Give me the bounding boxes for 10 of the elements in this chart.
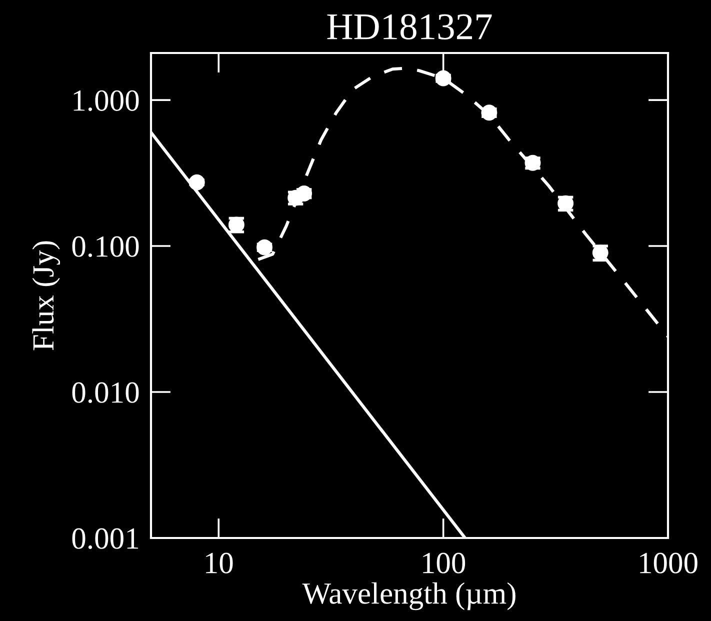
y-axis-title: Flux (Jy) xyxy=(32,241,60,350)
x-axis-title: Wavelength (µm) xyxy=(302,582,516,610)
x-tick-label: 100 xyxy=(423,552,466,574)
y-tick-label: 0.001 xyxy=(72,528,138,550)
x-tick-label: 10 xyxy=(206,552,233,574)
chart-title: HD181327 xyxy=(327,14,492,40)
y-tick-label: 0.100 xyxy=(72,236,139,258)
y-tick-label: 0.010 xyxy=(72,382,139,404)
y-tick-label: 1.000 xyxy=(74,90,139,112)
x-tick-label: 1000 xyxy=(640,552,698,574)
